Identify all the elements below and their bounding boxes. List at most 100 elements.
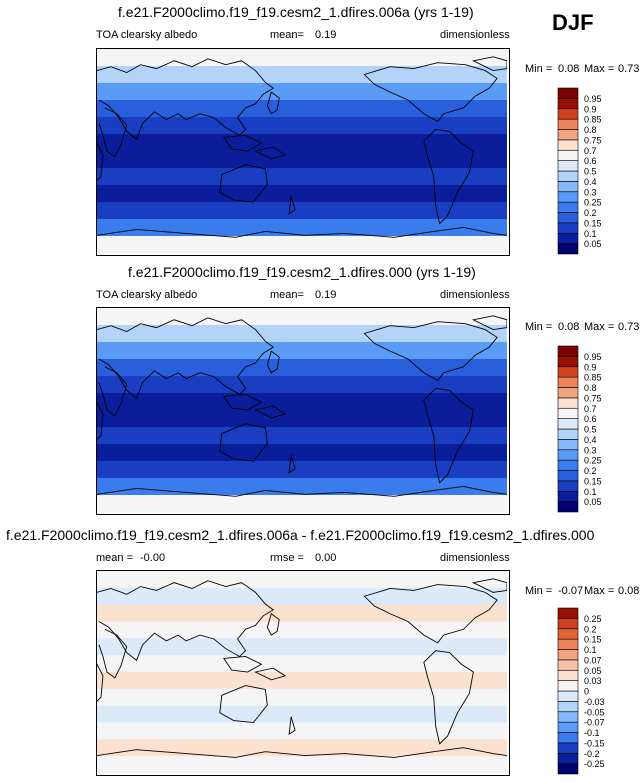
colorbar-segment — [557, 98, 579, 110]
coastline — [97, 664, 104, 702]
coastline — [363, 62, 498, 123]
latitude-band — [97, 427, 507, 445]
coastline — [363, 584, 498, 644]
map-svg — [97, 571, 507, 773]
coastline — [471, 56, 507, 72]
colorbar-segment — [557, 680, 579, 692]
panel3-min-label: Min = — [525, 585, 553, 597]
colorbar-segment — [557, 149, 579, 161]
coastline — [97, 401, 104, 440]
latitude-band — [97, 478, 507, 496]
colorbar-segment — [557, 201, 579, 213]
colorbar-segment — [557, 243, 579, 255]
coastline — [97, 317, 275, 399]
latitude-band — [97, 100, 507, 118]
latitude-band — [97, 672, 507, 690]
colorbar-segment — [557, 742, 579, 754]
colorbar-segment — [557, 418, 579, 430]
colorbar-tick-label: 0.85 — [584, 115, 602, 125]
colorbar-tick-label: 0.2 — [584, 466, 597, 476]
coastline — [254, 405, 287, 419]
panel2-max-value: 0.73 — [618, 321, 640, 333]
coastline — [423, 128, 474, 225]
panel2-albedo-map — [96, 307, 510, 515]
latitude-band — [97, 722, 507, 740]
latitude-band — [97, 571, 507, 589]
latitude-band — [97, 151, 507, 169]
panel1-albedo-map — [96, 48, 510, 256]
colorbar-segment — [557, 459, 579, 471]
coastline — [219, 164, 268, 203]
coastline — [222, 656, 263, 673]
colorbar-tick-label: 0.25 — [584, 456, 602, 466]
colorbar-tick-label: 0.95 — [584, 94, 602, 104]
map-svg — [97, 49, 507, 253]
panel2-min-label: Min = — [525, 321, 553, 333]
panel1-min-value: 0.08 — [558, 63, 580, 75]
colorbar-segment — [557, 618, 579, 630]
colorbar-segment — [557, 345, 579, 357]
colorbar-tick-label: 0.15 — [584, 476, 602, 486]
colorbar-tick-label: 0.25 — [584, 614, 602, 624]
colorbar-tick-label: 0.75 — [584, 393, 602, 403]
colorbar-segment — [557, 659, 579, 671]
coastline — [98, 628, 128, 679]
colorbar-tick-label: 0.07 — [584, 655, 602, 665]
colorbar-segment — [557, 490, 579, 502]
panel3-colorbar: -0.25 -0.2 -0.15 -0.1 -0.07 -0.05 -0.03 0 0.03 0.… — [557, 607, 605, 775]
colorbar-tick-label: 0.15 — [584, 218, 602, 228]
colorbar-tick-label: 0.15 — [584, 635, 602, 645]
colorbar-segment — [557, 387, 579, 399]
latitude-band — [97, 325, 507, 343]
colorbar-tick-label: -0.05 — [584, 707, 605, 717]
panel1-min-label: Min = — [525, 63, 553, 75]
panel2-units: dimensionless — [440, 289, 510, 301]
colorbar-svg: -0.25-0.2-0.15-0.1-0.07-0.05-0.0300.030.… — [557, 607, 605, 775]
panel3-difference-map — [96, 570, 510, 776]
coastline — [97, 747, 507, 758]
season-label: DJF — [552, 10, 594, 35]
colorbar-segment — [557, 480, 579, 492]
colorbar-segment — [557, 669, 579, 681]
colorbar-segment — [557, 428, 579, 440]
panel1-title: f.e21.F2000climo.f19_f19.cesm2_1.dfires.… — [118, 4, 474, 20]
coastline — [266, 613, 280, 636]
colorbar-segment — [557, 649, 579, 661]
panel1-max-label: Max = — [584, 63, 615, 75]
coastline — [219, 423, 268, 462]
colorbar-segment — [557, 366, 579, 378]
colorbar-tick-label: 0.03 — [584, 676, 602, 686]
colorbar-tick-label: 0.95 — [584, 352, 602, 362]
colorbar-segment — [557, 170, 579, 182]
colorbar-segment — [557, 108, 579, 120]
latitude-band — [97, 117, 507, 135]
colorbar-tick-label: 0.8 — [584, 125, 597, 135]
colorbar-tick-label: 0.6 — [584, 156, 597, 166]
colorbar-segment — [557, 139, 579, 151]
coastline — [254, 146, 287, 160]
coastline — [471, 315, 507, 331]
colorbar-segment — [557, 407, 579, 419]
coastline — [288, 454, 296, 474]
colorbar-segment — [557, 356, 579, 368]
latitude-band — [97, 168, 507, 186]
coastline — [219, 685, 268, 723]
colorbar-tick-label: -0.15 — [584, 738, 605, 748]
panel2-title: f.e21.F2000climo.f19_f19.cesm2_1.dfires.… — [128, 264, 476, 280]
colorbar-svg: 0.050.10.150.20.250.30.40.50.60.70.750.8… — [557, 345, 602, 513]
latitude-band — [97, 587, 507, 606]
colorbar-tick-label: 0.9 — [584, 104, 597, 114]
latitude-band — [97, 66, 507, 84]
colorbar-segment — [557, 711, 579, 723]
colorbar-segment — [557, 397, 579, 409]
colorbar-tick-label: -0.2 — [584, 749, 600, 759]
colorbar-segment — [557, 212, 579, 224]
colorbar-tick-label: 0.75 — [584, 135, 602, 145]
colorbar-tick-label: 0.8 — [584, 383, 597, 393]
colorbar-segment — [557, 87, 579, 99]
latitude-band — [97, 621, 507, 639]
colorbar-tick-label: 0.6 — [584, 414, 597, 424]
colorbar-segment — [557, 232, 579, 244]
colorbar-tick-label: 0.1 — [584, 487, 597, 497]
colorbar-segment — [557, 439, 579, 451]
